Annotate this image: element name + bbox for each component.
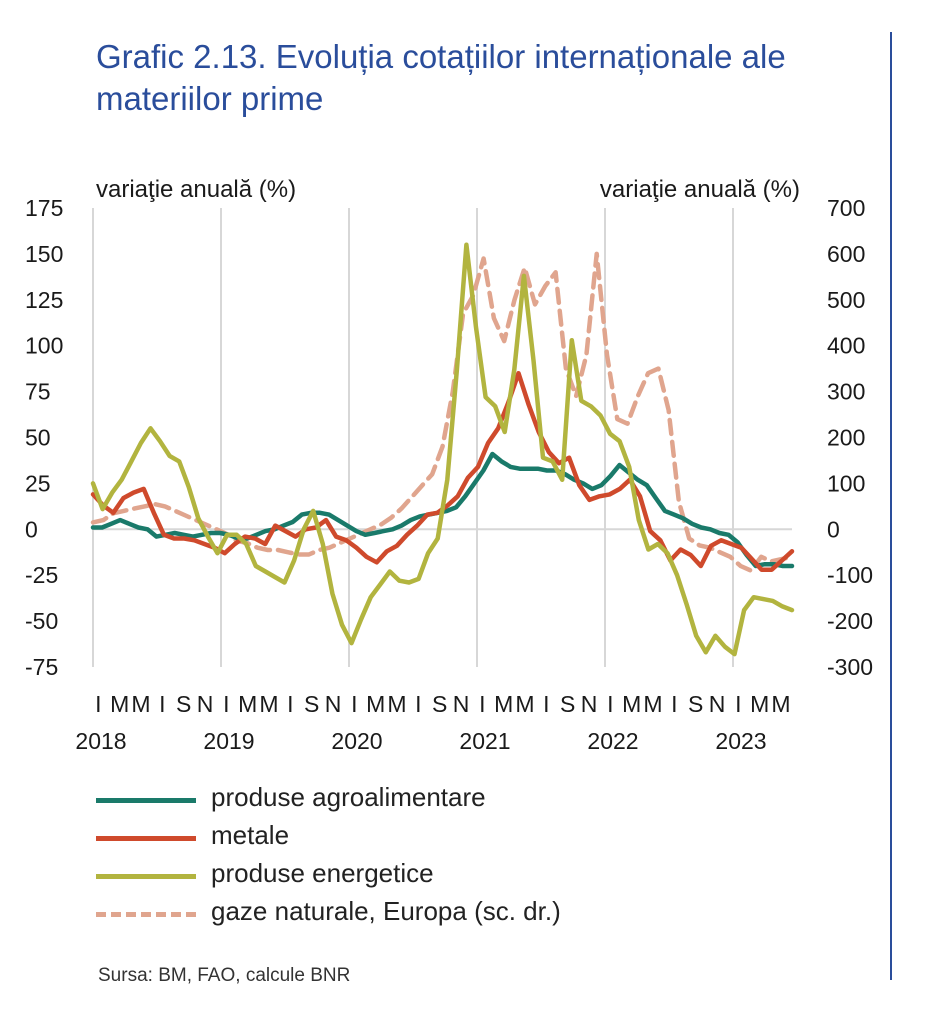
x-month-label: S [688, 691, 703, 717]
legend-label-agro: produse agroalimentare [211, 782, 486, 812]
gridlines [92, 208, 792, 667]
legend-item-energie: produse energetice [96, 856, 616, 894]
x-month-label: I [543, 691, 549, 717]
left-tick-label: 175 [25, 195, 63, 221]
x-year-label: 2021 [459, 728, 510, 754]
left-tick-label: 150 [25, 241, 63, 267]
x-month-label: N [581, 691, 598, 717]
left-tick-label: 0 [25, 516, 38, 542]
x-month-label: M [366, 691, 385, 717]
x-month-label: I [287, 691, 293, 717]
x-month-label: M [131, 691, 150, 717]
x-month-label: I [607, 691, 613, 717]
legend-item-gaze: gaze naturale, Europa (sc. dr.) [96, 894, 616, 932]
right-axis-label: variaţie anuală (%) [600, 176, 800, 203]
left-tick-label: 75 [25, 379, 51, 405]
x-month-label: I [223, 691, 229, 717]
series-lines [90, 242, 795, 657]
x-month-label: M [750, 691, 769, 717]
left-tick-label: 125 [25, 287, 63, 313]
x-month-label: I [351, 691, 357, 717]
x-month-label: S [560, 691, 575, 717]
right-tick-label: 700 [827, 195, 865, 221]
right-tick-label: -300 [827, 654, 873, 680]
left-tick-label: 25 [25, 470, 51, 496]
right-axis-ticks: 700 600 500 400 300 200 100 0 -100 -200 -300 [827, 195, 873, 680]
source-note: Sursa: BM, FAO, calcule BNR [98, 965, 351, 986]
x-month-label: M [515, 691, 534, 717]
legend-label-gaze: gaze naturale, Europa (sc. dr.) [211, 896, 561, 926]
left-tick-label: -25 [25, 562, 58, 588]
legend-swatch-agro [96, 798, 196, 803]
x-year-label: 2022 [587, 728, 638, 754]
x-month-label: I [159, 691, 165, 717]
left-tick-label: 100 [25, 333, 63, 359]
x-year-label: 2023 [715, 728, 766, 754]
legend-swatch-gaze [96, 912, 196, 917]
legend: produse agroalimentare metale produse en… [96, 780, 616, 932]
series-line-3 [90, 251, 795, 573]
right-tick-label: 600 [827, 241, 865, 267]
x-month-label: I [415, 691, 421, 717]
x-month-label: N [325, 691, 342, 717]
x-month-label: M [622, 691, 641, 717]
x-month-label: S [432, 691, 447, 717]
x-month-label: N [197, 691, 214, 717]
x-month-label: M [771, 691, 790, 717]
x-month-label: M [494, 691, 513, 717]
legend-swatch-metale [96, 836, 196, 841]
x-month-label: S [176, 691, 191, 717]
page-side-rule [890, 32, 892, 980]
x-year-label: 2018 [75, 728, 126, 754]
x-month-label: N [453, 691, 470, 717]
left-tick-label: -50 [25, 608, 58, 634]
right-tick-label: 100 [827, 470, 865, 496]
legend-label-metale: metale [211, 820, 290, 850]
series-line-2 [90, 242, 795, 657]
right-tick-label: 200 [827, 425, 865, 451]
legend-swatch-energie [96, 874, 196, 879]
x-year-label: 2020 [331, 728, 382, 754]
right-tick-label: -100 [827, 562, 873, 588]
chart-canvas: variaţie anuală (%) variaţie anuală (%) … [25, 176, 873, 754]
left-tick-label: 50 [25, 425, 51, 451]
x-month-label: S [304, 691, 319, 717]
right-tick-label: 400 [827, 333, 865, 359]
x-month-label: M [238, 691, 257, 717]
x-year-label: 2019 [203, 728, 254, 754]
x-month-label: M [110, 691, 129, 717]
right-tick-label: 0 [827, 516, 840, 542]
x-month-label: M [387, 691, 406, 717]
legend-label-energie: produse energetice [211, 858, 434, 888]
right-tick-label: 500 [827, 287, 865, 313]
x-month-label: I [671, 691, 677, 717]
legend-item-agro: produse agroalimentare [96, 780, 616, 818]
left-axis-ticks: 175 150 125 100 75 50 25 0 -25 -50 -75 [25, 195, 63, 680]
x-month-label: N [709, 691, 726, 717]
x-month-label: M [259, 691, 278, 717]
x-month-label: I [479, 691, 485, 717]
series-line-1 [90, 370, 795, 572]
right-tick-label: -200 [827, 608, 873, 634]
legend-item-metale: metale [96, 818, 616, 856]
right-tick-label: 300 [827, 379, 865, 405]
x-month-label: I [735, 691, 741, 717]
chart-title: Grafic 2.13. Evoluția cotațiilor interna… [96, 38, 786, 117]
left-tick-label: -75 [25, 654, 58, 680]
x-month-label: M [643, 691, 662, 717]
x-month-label: I [95, 691, 101, 717]
left-axis-label: variaţie anuală (%) [96, 176, 296, 203]
